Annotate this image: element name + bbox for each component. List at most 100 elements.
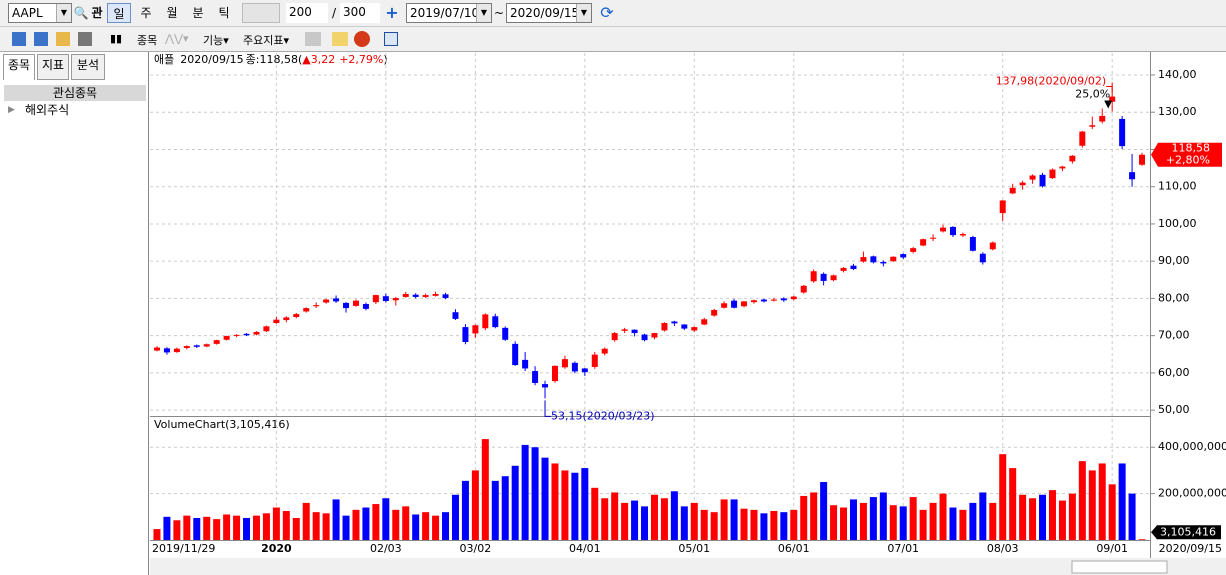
candle-body	[959, 234, 966, 236]
toolbar-item[interactable]: 종목	[137, 34, 158, 47]
min-arrow	[544, 400, 552, 417]
period-button[interactable]: 일	[107, 3, 131, 23]
volume-bar	[282, 511, 290, 540]
icon[interactable]	[354, 31, 370, 47]
volume-bar	[322, 513, 330, 540]
candle-body	[522, 359, 529, 369]
candle-body	[1099, 115, 1106, 122]
refresh-button[interactable]: ⟳	[600, 3, 614, 22]
tab[interactable]: 종목	[3, 54, 35, 80]
line-icon[interactable]: ⋀⋁▾	[165, 32, 189, 45]
candle-icon[interactable]: ▮▮	[110, 32, 123, 45]
candle-body	[760, 299, 767, 302]
volume-bar	[690, 502, 698, 540]
y-tick-label: 200,000,000	[1158, 487, 1226, 500]
x-tick-label: 06/01	[778, 542, 810, 555]
candle-body	[621, 329, 628, 331]
icon-group[interactable]	[12, 32, 98, 46]
period-button[interactable]: 분	[192, 6, 204, 20]
volume-title: VolumeChart(3,105,416)	[154, 418, 290, 431]
tree-arrow[interactable]: ▶	[8, 105, 15, 115]
candle-body	[163, 348, 170, 353]
gwan-button[interactable]: 관	[91, 6, 103, 20]
candle-body	[532, 371, 539, 383]
y-tick-label: 400,000,000	[1158, 440, 1226, 453]
volume-bar	[491, 480, 499, 540]
dropdown[interactable]: ▼	[476, 4, 491, 22]
symbol-input[interactable]: AAPL ▼	[8, 3, 72, 23]
candle-body	[343, 302, 350, 309]
max-arrow	[1106, 85, 1113, 93]
volume-bar	[471, 470, 479, 540]
unit-select[interactable]	[242, 3, 280, 23]
min-label: 53,15(2020/03/23)	[551, 409, 654, 422]
end-date[interactable]: 2020/09/15 ▼	[506, 3, 592, 23]
scrollbar[interactable]	[150, 558, 1226, 575]
toolbar-item[interactable]: 주요지표▾	[243, 34, 290, 47]
candle-body	[422, 295, 429, 297]
candle-body	[1039, 174, 1046, 187]
icon[interactable]	[384, 32, 398, 46]
volume-bar	[641, 506, 649, 540]
candle-body	[352, 300, 359, 306]
volume-bar	[163, 516, 171, 540]
candle-body	[313, 305, 320, 307]
candle-body	[213, 340, 220, 344]
volume-bar	[611, 492, 619, 540]
dropdown[interactable]: ▼	[576, 4, 591, 22]
candle-body	[979, 253, 986, 263]
candle-body	[502, 327, 509, 340]
volume-bar	[1088, 470, 1096, 540]
candle-body	[721, 303, 728, 308]
candle-body	[452, 312, 459, 319]
period-button[interactable]: 주	[140, 6, 152, 20]
x-tick-label: 07/01	[887, 542, 919, 555]
tab[interactable]: 분석	[71, 54, 105, 80]
candle-body	[1049, 169, 1056, 179]
volume-bar	[631, 500, 639, 540]
volume-bar	[213, 519, 221, 540]
icon[interactable]	[332, 32, 348, 46]
y-tick-label: 110,00	[1158, 180, 1197, 193]
candle-body	[820, 273, 827, 281]
volume-bar	[501, 476, 509, 540]
volume-bar	[710, 512, 718, 540]
count-input[interactable]: 200	[286, 3, 328, 23]
candle-body	[1069, 155, 1076, 162]
volume-bar	[670, 491, 678, 540]
start-date[interactable]: 2019/07/10 ▼	[406, 3, 492, 23]
candle-body	[263, 326, 270, 332]
candle-body	[432, 293, 439, 296]
tab[interactable]: 지표	[37, 54, 69, 80]
toolbar-item[interactable]: 기능▾	[203, 34, 229, 47]
pct-arrow	[1104, 100, 1113, 109]
candle-body	[462, 327, 469, 343]
candle-body	[492, 316, 499, 328]
symbol: AAPL	[12, 6, 43, 20]
volume-bar	[1029, 498, 1037, 540]
period-button[interactable]: 틱	[218, 6, 230, 20]
candle-body	[900, 254, 907, 258]
add-button[interactable]: +	[385, 3, 399, 22]
volume-bar	[959, 509, 967, 540]
candle-body	[999, 200, 1006, 214]
color-box[interactable]	[305, 32, 321, 46]
search-button[interactable]: 🔍	[73, 6, 89, 20]
list-header: 관심종목	[4, 85, 146, 101]
volume-bar	[541, 457, 549, 540]
candle-body	[472, 325, 479, 334]
tree-item[interactable]: 해외주식	[25, 103, 70, 117]
period-button[interactable]: 월	[166, 6, 178, 20]
volume-bar	[979, 492, 987, 540]
dropdown[interactable]: ▼	[56, 4, 71, 22]
x-tick-label: 03/02	[460, 542, 492, 555]
candle-body	[1029, 175, 1036, 180]
candle-body	[860, 257, 867, 262]
scroll-thumb[interactable]	[1071, 560, 1168, 574]
candle-body	[731, 300, 738, 308]
volume-bar	[601, 498, 609, 540]
volume-bar	[581, 468, 589, 540]
volume-bar	[591, 487, 599, 540]
candle-body	[293, 314, 300, 318]
